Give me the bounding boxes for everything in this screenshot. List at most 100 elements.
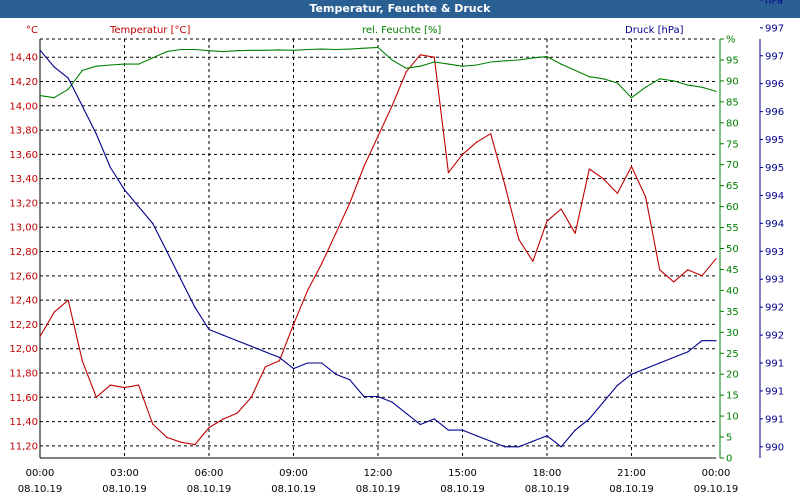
pressure-tick-label: 993	[765, 275, 784, 286]
temperature-data-point	[391, 105, 393, 107]
humidity-data-point	[574, 69, 576, 72]
pressure-data-point	[588, 418, 590, 420]
pressure-data-point	[673, 356, 675, 359]
humidity-data-point	[194, 48, 196, 51]
pressure-data-point	[250, 345, 252, 347]
humidity-tick-label: 55	[726, 223, 739, 234]
pressure-data-point	[81, 105, 83, 107]
x-tick-date: 08.10.19	[18, 484, 63, 495]
temperature-data-point	[95, 396, 97, 398]
temperature-tick-label: 13,40	[9, 174, 38, 185]
humidity-data-point	[546, 55, 548, 58]
humidity-data-point	[461, 65, 464, 67]
humidity-data-point	[447, 63, 450, 65]
temperature-data-point	[518, 238, 520, 240]
pressure-data-point	[701, 340, 703, 342]
temperature-data-point	[532, 260, 534, 262]
x-tick-time: 00:00	[26, 468, 55, 479]
pressure-data-point	[377, 395, 379, 398]
pressure-data-point	[518, 446, 520, 448]
humidity-tick-label: 35	[726, 307, 739, 318]
pressure-tick-label: 991	[765, 386, 784, 397]
temperature-data-point	[278, 360, 281, 362]
temperature-axis-label: Temperatur [°C]	[110, 25, 191, 36]
x-tick-date: 09.10.19	[694, 484, 739, 495]
x-tick-time: 09:00	[279, 468, 308, 479]
temperature-data-point	[405, 71, 407, 73]
pressure-data-point	[405, 412, 407, 414]
pressure-data-point	[363, 395, 365, 398]
temperature-data-point	[250, 396, 252, 398]
humidity-data-point	[659, 78, 661, 80]
pressure-data-point	[349, 379, 351, 381]
pressure-tick-label: 996	[765, 107, 784, 118]
x-tick-date: 08.10.19	[356, 484, 401, 495]
humidity-data-point	[475, 64, 478, 66]
temperature-tick-label: 13,80	[9, 126, 38, 137]
x-tick-date: 08.10.19	[271, 484, 316, 495]
x-tick-time: 06:00	[195, 468, 224, 479]
temperature-data-point	[208, 427, 210, 429]
pressure-data-point	[321, 362, 323, 364]
pressure-data-point	[461, 429, 464, 431]
humidity-data-point	[532, 57, 534, 59]
pressure-data-point	[292, 368, 295, 370]
humidity-data-point	[306, 48, 309, 51]
humidity-data-point	[391, 59, 393, 61]
x-tick-time: 21:00	[617, 468, 646, 479]
pressure-data-point	[574, 429, 576, 431]
pressure-tick-label: 992	[765, 331, 784, 342]
pressure-data-point	[53, 66, 55, 68]
humidity-data-point	[419, 65, 421, 67]
temperature-data-point	[461, 153, 464, 155]
temperature-data-point	[616, 192, 619, 194]
pressure-tick-label: 997	[765, 51, 784, 62]
humidity-tick-label: 70	[726, 160, 739, 171]
humidity-data-point	[53, 97, 55, 99]
humidity-data-point	[715, 90, 717, 92]
chart-title: Temperatur, Feuchte & Druck	[0, 0, 800, 18]
humidity-data-point	[67, 88, 69, 90]
pressure-tick-label: hPa	[765, 0, 783, 6]
temperature-data-point	[81, 360, 83, 362]
humidity-data-point	[518, 59, 520, 61]
temperature-tick-label: 12,00	[9, 344, 38, 355]
humidity-data-point	[602, 78, 604, 80]
x-tick-time: 03:00	[110, 468, 139, 479]
pressure-data-point	[433, 418, 435, 420]
humidity-data-point	[321, 48, 323, 50]
temperature-data-point	[630, 165, 633, 168]
temperature-data-point	[349, 202, 351, 204]
humidity-data-point	[405, 67, 407, 69]
temperature-tick-label: 14,00	[9, 101, 38, 112]
pressure-tick-label: 992	[765, 303, 784, 314]
temperature-data-point	[419, 54, 421, 56]
humidity-data-point	[377, 46, 379, 48]
humidity-data-point	[616, 82, 619, 84]
humidity-data-point	[180, 48, 182, 51]
pressure-data-point	[419, 423, 421, 426]
humidity-data-point	[433, 61, 435, 63]
humidity-data-point	[222, 50, 224, 53]
temperature-data-point	[433, 56, 435, 58]
pressure-data-point	[194, 306, 196, 308]
temperature-data-point	[588, 168, 590, 170]
pressure-data-point	[95, 133, 97, 135]
temperature-tick-label: 13,20	[9, 198, 38, 209]
pressure-data-point	[306, 362, 309, 364]
temperature-data-point	[363, 165, 365, 168]
humidity-tick-label: 80	[726, 118, 739, 129]
pressure-tick-label: 991	[765, 414, 784, 425]
humidity-tick-label: 90	[726, 76, 739, 87]
humidity-tick-label: 15	[726, 391, 739, 402]
humidity-data-point	[166, 50, 168, 53]
temperature-data-point	[39, 335, 41, 338]
pressure-tick-label: 997	[765, 23, 784, 34]
temperature-data-point	[152, 423, 154, 425]
humidity-tick-label: 45	[726, 265, 739, 276]
pressure-axis-label: Druck [hPa]	[625, 25, 684, 36]
pressure-data-point	[67, 77, 69, 79]
pressure-data-point	[602, 401, 604, 403]
humidity-data-point	[95, 65, 97, 67]
pressure-tick-label: 993	[765, 247, 784, 258]
